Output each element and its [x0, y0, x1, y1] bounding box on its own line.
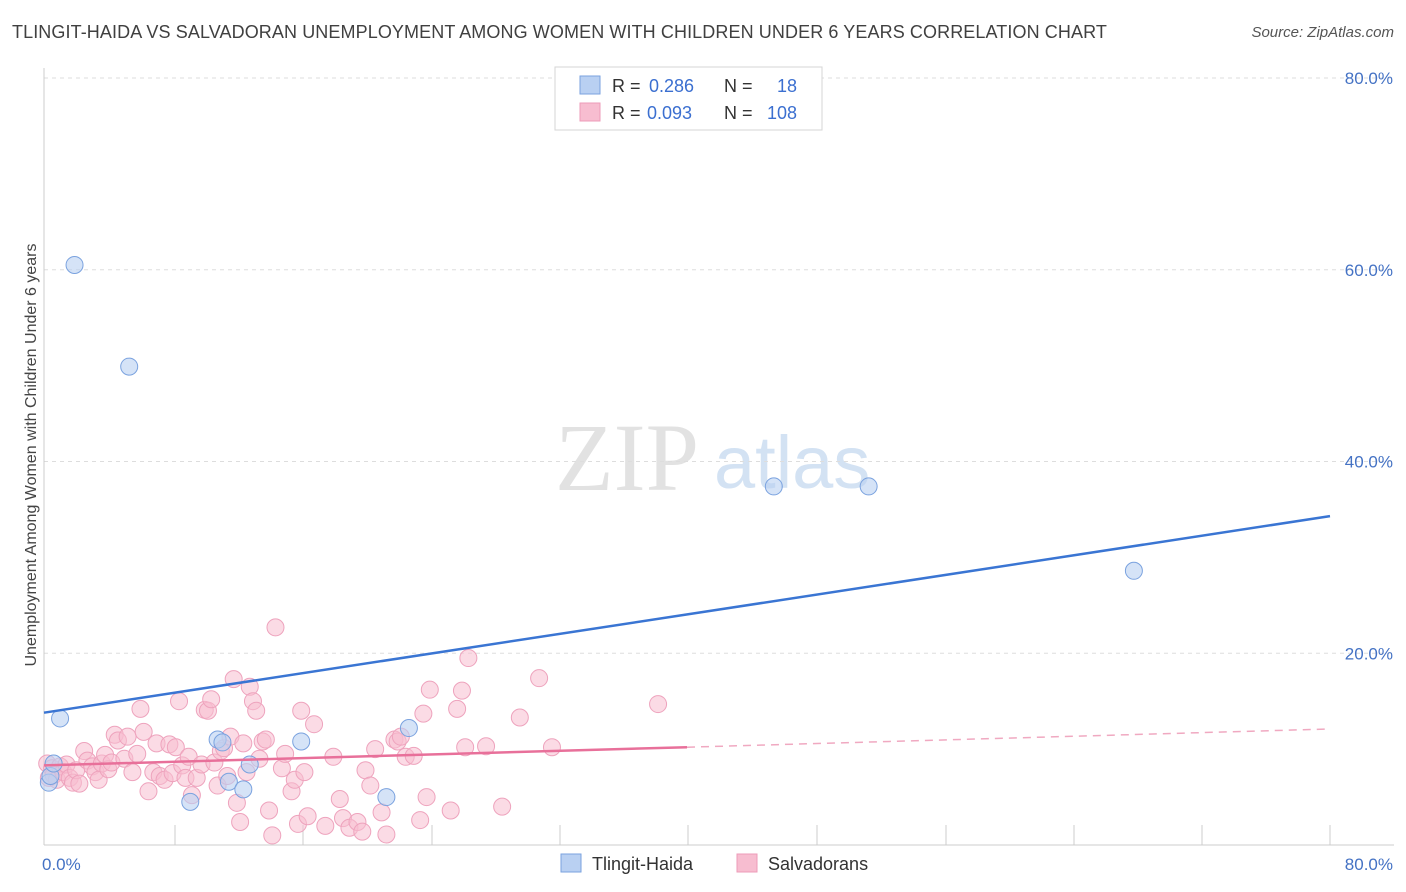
tlingit-haida-point [859, 477, 878, 496]
legend-r-value-2: 0.093 [647, 103, 692, 123]
tlingit-haida-point [1124, 561, 1143, 580]
salvadorans-point [131, 699, 150, 718]
salvadorans-point [366, 740, 385, 759]
salvadorans-point [134, 722, 153, 741]
y-tick-label: 60.0% [1345, 261, 1393, 280]
chart-title: TLINGIT-HAIDA VS SALVADORAN UNEMPLOYMENT… [12, 22, 1107, 42]
salvadorans-point [231, 812, 250, 831]
legend-label-tlingit-haida: Tlingit-Haida [592, 854, 694, 874]
legend-swatch-pink [579, 102, 601, 122]
salvadorans-points [38, 618, 668, 845]
legend-swatch-salvadorans [736, 853, 758, 873]
watermark-zip: ZIP [555, 404, 699, 511]
salvadorans-point [510, 708, 529, 727]
salvadorans-point [123, 763, 142, 782]
salvadorans-point [452, 681, 471, 700]
y-tick-label: 20.0% [1345, 644, 1393, 663]
salvadorans-point [202, 690, 221, 709]
legend-label-salvadorans: Salvadorans [768, 854, 868, 874]
salvadorans-point [298, 807, 317, 826]
salvadorans-point [260, 801, 279, 820]
y-tick-label: 80.0% [1345, 69, 1393, 88]
tlingit-haida-point [44, 754, 63, 773]
salvadorans-point [420, 680, 439, 699]
salvadorans-point [477, 737, 496, 756]
salvadorans-point [456, 738, 475, 757]
x-tick-labels: 0.0% 80.0% [42, 855, 1393, 874]
salvadorans-point [411, 811, 430, 830]
tlingit-haida-point [219, 772, 238, 791]
y-tick-labels: 20.0% 40.0% 60.0% 80.0% [1345, 69, 1393, 663]
tlingit-haida-point [181, 792, 200, 811]
tlingit-haida-points [39, 255, 1143, 811]
salvadorans-point [316, 816, 335, 835]
salvadorans-point [292, 701, 311, 720]
salvadorans-point [234, 734, 253, 753]
salvadorans-point [305, 715, 324, 734]
legend-n-value-1: 18 [777, 76, 797, 96]
legend-swatch-tlingit-haida [560, 853, 582, 873]
salvadorans-trend-extension [686, 728, 1331, 748]
series-legend: Tlingit-Haida Salvadorans [560, 853, 868, 874]
salvadorans-point [166, 738, 185, 757]
salvadorans-point [530, 669, 549, 688]
source-credit: Source: ZipAtlas.com [1251, 24, 1394, 41]
y-axis-label: Unemployment Among Women with Children U… [23, 243, 40, 666]
correlation-legend: R = 0.286 N = 18 R = 0.093 N = 108 [554, 66, 823, 131]
tlingit-haida-point [51, 709, 70, 728]
salvadorans-point [128, 744, 147, 763]
y-tick-label: 40.0% [1345, 453, 1393, 472]
salvadorans-point [70, 774, 89, 793]
salvadorans-point [170, 692, 189, 711]
legend-n-label-1: N = [724, 76, 753, 96]
salvadorans-point [441, 801, 460, 820]
salvadorans-point [377, 825, 396, 844]
salvadorans-point [247, 701, 266, 720]
tlingit-haida-point [213, 733, 232, 752]
salvadorans-point [139, 782, 158, 801]
tlingit-haida-point [399, 719, 418, 738]
legend-r-value-1: 0.286 [649, 76, 694, 96]
x-tick-label: 80.0% [1345, 855, 1393, 874]
tlingit-haida-point [120, 357, 139, 376]
salvadorans-point [353, 822, 372, 841]
legend-n-label-2: N = [724, 103, 753, 123]
salvadorans-point [263, 826, 282, 845]
legend-swatch-blue [579, 75, 601, 95]
salvadorans-point [493, 797, 512, 816]
axes [43, 68, 1394, 846]
salvadorans-point [295, 763, 314, 782]
tlingit-haida-point [234, 780, 253, 799]
salvadorans-point [417, 788, 436, 807]
tlingit-haida-point [764, 477, 783, 496]
legend-n-value-2: 108 [767, 103, 797, 123]
salvadorans-point [330, 789, 349, 808]
salvadorans-point [356, 761, 375, 780]
salvadorans-point [459, 649, 478, 668]
tlingit-haida-trend-line [43, 514, 1331, 714]
salvadorans-point [649, 695, 668, 714]
salvadorans-point [266, 618, 285, 637]
trend-lines [43, 514, 1331, 767]
salvadorans-point [118, 727, 137, 746]
salvadorans-point [372, 803, 391, 822]
tlingit-haida-point [292, 732, 311, 751]
legend-r-label-2: R = [612, 103, 641, 123]
salvadorans-trend-line [43, 745, 688, 767]
gridlines [44, 77, 1394, 654]
salvadorans-point [256, 730, 275, 749]
tlingit-haida-point [377, 788, 396, 807]
salvadorans-point [414, 704, 433, 723]
salvadorans-point [448, 699, 467, 718]
salvadorans-point [542, 738, 561, 757]
legend-r-label-1: R = [612, 76, 641, 96]
tlingit-haida-point [65, 255, 84, 274]
salvadorans-point [361, 776, 380, 795]
x-tick-label: 0.0% [42, 855, 81, 874]
watermark-atlas: atlas [714, 421, 870, 504]
